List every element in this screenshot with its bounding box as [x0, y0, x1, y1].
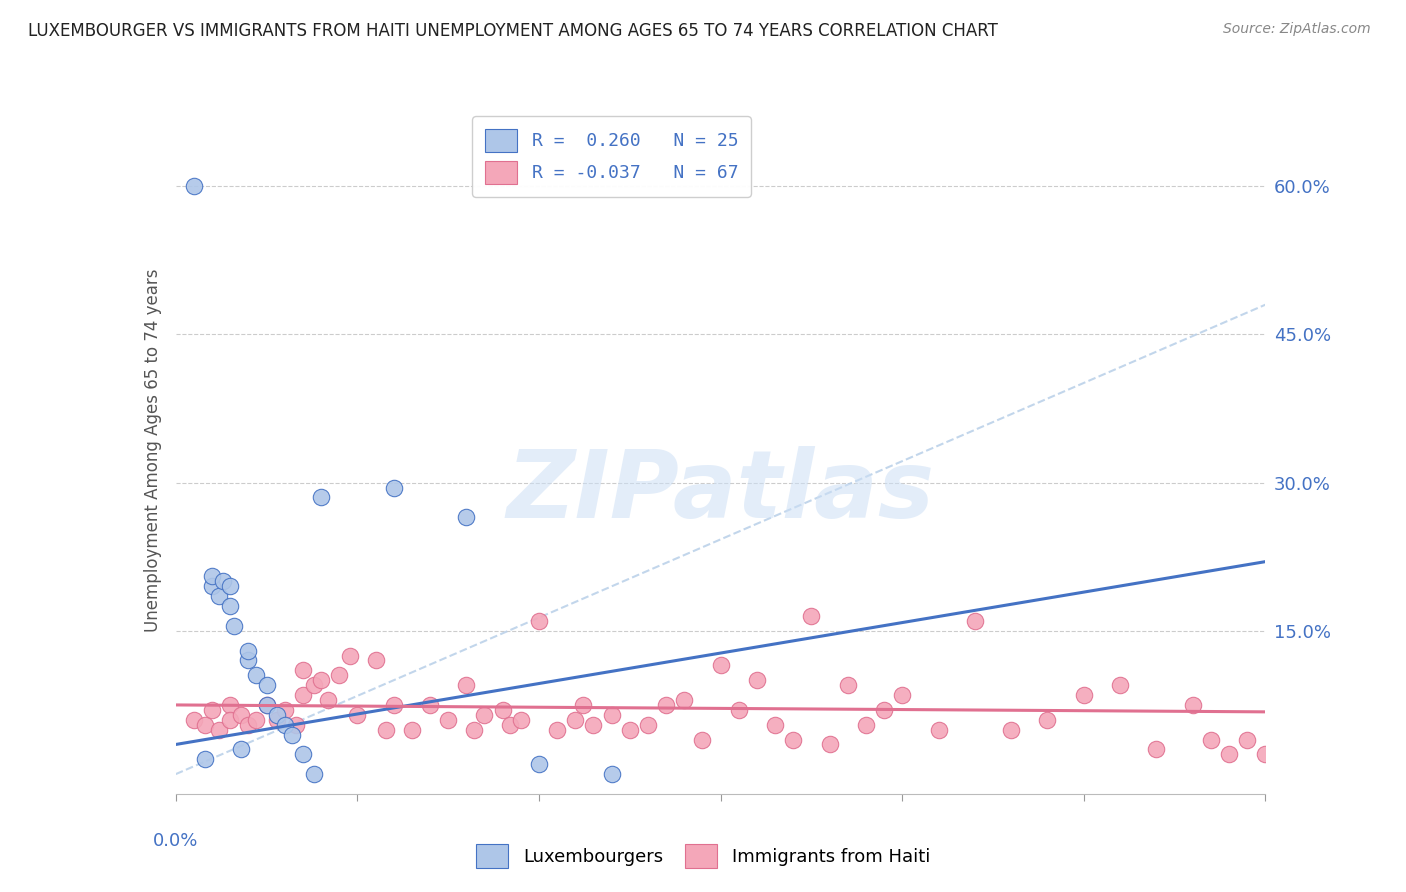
Point	[456, 510, 478, 524]
Point	[499, 717, 522, 731]
Point	[1181, 698, 1204, 712]
Point	[309, 673, 332, 688]
Point	[291, 688, 314, 702]
Point	[238, 653, 260, 667]
Point	[201, 579, 224, 593]
Point	[219, 579, 242, 593]
Point	[492, 703, 515, 717]
Point	[1199, 732, 1222, 747]
Point	[231, 707, 253, 722]
Point	[256, 698, 278, 712]
Point	[219, 713, 242, 727]
Point	[266, 707, 288, 722]
Text: 0.0%: 0.0%	[153, 831, 198, 850]
Point	[339, 648, 361, 663]
Point	[274, 717, 297, 731]
Text: LUXEMBOURGER VS IMMIGRANTS FROM HAITI UNEMPLOYMENT AMONG AGES 65 TO 74 YEARS COR: LUXEMBOURGER VS IMMIGRANTS FROM HAITI UN…	[28, 22, 998, 40]
Point	[231, 742, 253, 756]
Point	[463, 723, 485, 737]
Point	[745, 673, 768, 688]
Point	[284, 717, 307, 731]
Point	[212, 574, 235, 589]
Point	[456, 678, 478, 692]
Point	[183, 179, 205, 194]
Point	[183, 713, 205, 727]
Point	[855, 717, 877, 731]
Point	[1218, 747, 1240, 762]
Point	[928, 723, 950, 737]
Point	[837, 678, 859, 692]
Point	[375, 723, 398, 737]
Point	[382, 698, 405, 712]
Point	[219, 599, 242, 613]
Point	[401, 723, 423, 737]
Legend: Luxembourgers, Immigrants from Haiti: Luxembourgers, Immigrants from Haiti	[465, 834, 941, 879]
Point	[437, 713, 460, 727]
Point	[245, 713, 267, 727]
Point	[1036, 713, 1059, 727]
Point	[1236, 732, 1258, 747]
Point	[564, 713, 586, 727]
Point	[600, 707, 623, 722]
Point	[256, 698, 278, 712]
Point	[309, 491, 332, 505]
Point	[800, 609, 823, 624]
Point	[474, 707, 496, 722]
Point	[891, 688, 914, 702]
Point	[600, 767, 623, 781]
Y-axis label: Unemployment Among Ages 65 to 74 years: Unemployment Among Ages 65 to 74 years	[143, 268, 162, 632]
Point	[1254, 747, 1277, 762]
Point	[619, 723, 641, 737]
Point	[637, 717, 659, 731]
Point	[364, 653, 387, 667]
Point	[291, 664, 314, 678]
Point	[419, 698, 441, 712]
Point	[245, 668, 267, 682]
Point	[291, 747, 314, 762]
Point	[302, 678, 325, 692]
Point	[571, 698, 593, 712]
Legend: R =  0.260   N = 25, R = -0.037   N = 67: R = 0.260 N = 25, R = -0.037 N = 67	[472, 116, 751, 197]
Point	[238, 643, 260, 657]
Point	[963, 614, 986, 628]
Point	[655, 698, 678, 712]
Point	[201, 569, 224, 583]
Point	[194, 752, 217, 766]
Point	[582, 717, 605, 731]
Point	[201, 703, 224, 717]
Point	[281, 728, 304, 742]
Point	[763, 717, 786, 731]
Point	[208, 723, 231, 737]
Point	[782, 732, 804, 747]
Point	[546, 723, 568, 737]
Point	[274, 703, 297, 717]
Point	[1146, 742, 1168, 756]
Text: ZIPatlas: ZIPatlas	[506, 446, 935, 538]
Point	[1000, 723, 1022, 737]
Point	[527, 614, 550, 628]
Point	[346, 707, 368, 722]
Point	[818, 738, 841, 752]
Point	[727, 703, 749, 717]
Point	[710, 658, 733, 673]
Point	[873, 703, 896, 717]
Point	[238, 717, 260, 731]
Point	[256, 678, 278, 692]
Point	[302, 767, 325, 781]
Point	[673, 693, 696, 707]
Point	[266, 713, 288, 727]
Point	[318, 693, 340, 707]
Point	[194, 717, 217, 731]
Point	[1073, 688, 1095, 702]
Point	[509, 713, 531, 727]
Point	[382, 481, 405, 495]
Text: Source: ZipAtlas.com: Source: ZipAtlas.com	[1223, 22, 1371, 37]
Point	[692, 732, 714, 747]
Point	[328, 668, 350, 682]
Point	[219, 698, 242, 712]
Point	[527, 757, 550, 772]
Point	[1109, 678, 1132, 692]
Point	[208, 589, 231, 603]
Point	[222, 619, 245, 633]
